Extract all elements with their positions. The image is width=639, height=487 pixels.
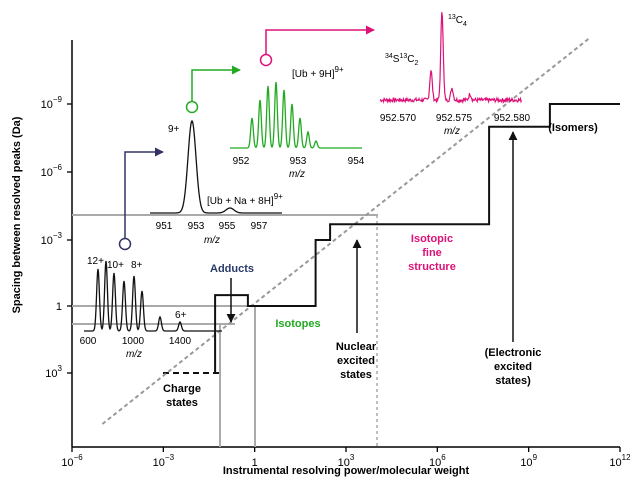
annotation-nuclear-line1: Nuclear [336, 341, 377, 353]
resolution-diagonal-line [101, 37, 591, 425]
x-tick-label-1: 10−3 [153, 453, 175, 469]
y-axis-label: Spacing between resolved peaks (Da) [11, 116, 23, 313]
x-tick-label-5: 109 [520, 453, 537, 469]
fine-structure-spectrum-trace [379, 12, 523, 105]
annotations: Charge states Adducts Isotopes Nuclear e… [163, 122, 598, 409]
y-tick-label-3: 1 [56, 301, 62, 313]
fine-label-13c4: 13C4 [448, 14, 467, 28]
isotope-tick-953: 953 [290, 156, 307, 167]
peak-label-8: 8+ [131, 260, 143, 271]
charge-to-adduct-connector [118, 147, 164, 251]
x-axis-label: Instrumental resolving power/molecular w… [223, 465, 470, 477]
annotation-fine-line1: Isotopic [411, 233, 453, 245]
inset-isotope-spectrum: [Ub + 9H]9+ 952 953 954 m/z [230, 65, 365, 180]
inset-fine-structure-spectrum: 13C4 34S13C2 952.570 952.575 952.580 m/z [379, 12, 531, 137]
isotope-tick-952: 952 [233, 156, 250, 167]
charge-tick-1000: 1000 [122, 336, 145, 347]
annotation-nuclear-line2: excited [337, 355, 375, 367]
inset-adduct-spectrum: 9+ [Ub + Na + 8H]9+ 951 953 955 957 m/z [150, 119, 283, 246]
adduct-spectrum-trace [150, 119, 282, 214]
annotation-adducts: Adducts [210, 263, 254, 275]
isotope-tick-954: 954 [348, 156, 365, 167]
adduct-marker-circle [185, 100, 199, 114]
fine-tick-952575: 952.575 [436, 113, 473, 124]
annotation-charge-line2: states [166, 397, 198, 409]
adduct-tick-953: 953 [188, 221, 205, 232]
annotation-charge-line1: Charge [163, 383, 201, 395]
x-tick-label-0: 10−6 [61, 453, 83, 469]
y-tick-label-0: 10−9 [41, 95, 63, 111]
inset-charge-spectrum: 12+ 10+ 8+ 6+ 600 1000 1400 m/z [80, 256, 222, 360]
charge-tick-1400: 1400 [169, 336, 192, 347]
fine-xlabel: m/z [444, 126, 460, 137]
adduct-annotation: [Ub + Na + 8H]9+ [207, 192, 283, 207]
adduct-to-isotope-connector [185, 65, 241, 114]
adduct-tick-955: 955 [219, 221, 236, 232]
annotation-fine-line2: fine [422, 247, 442, 259]
isotope-marker-circle [259, 53, 273, 67]
peak-label-6: 6+ [175, 310, 187, 321]
x-tick-label-3: 103 [338, 453, 355, 469]
x-axis-ticks: 10−6 10−3 1 103 106 109 1012 [61, 447, 631, 469]
fine-tick-952580: 952.580 [494, 113, 531, 124]
charge-spectrum-trace [84, 260, 222, 332]
x-tick-label-6: 1012 [609, 453, 631, 469]
annotation-isomers: (Isomers) [548, 122, 598, 134]
annotation-isotopes: Isotopes [275, 318, 320, 330]
peak-label-12: 12+ [87, 256, 104, 267]
y-tick-label-4: 103 [45, 364, 62, 380]
charge-xlabel: m/z [126, 349, 142, 360]
y-tick-label-2: 10−3 [41, 231, 63, 247]
annotation-fine-line3: structure [408, 261, 456, 273]
axes [71, 40, 620, 448]
fine-label-34s13c2: 34S13C2 [385, 53, 419, 67]
adduct-xlabel: m/z [204, 235, 220, 246]
y-tick-label-1: 10−6 [41, 163, 63, 179]
x-tick-label-2: 1 [252, 457, 258, 469]
adduct-tick-957: 957 [251, 221, 268, 232]
isotope-xlabel: m/z [289, 169, 305, 180]
charge-tick-600: 600 [80, 336, 97, 347]
x-tick-label-4: 106 [429, 453, 446, 469]
annotation-electronic-line1: (Electronic [485, 347, 542, 359]
peak-label-10: 10+ [107, 260, 124, 271]
fine-tick-952570: 952.570 [380, 113, 417, 124]
annotation-electronic-line2: excited [494, 361, 532, 373]
adduct-peak-label-9: 9+ [168, 124, 180, 135]
y-axis-ticks: 10−9 10−6 10−3 1 103 [41, 95, 72, 380]
annotation-nuclear-line3: states [340, 369, 372, 381]
charge-marker-circle [118, 237, 132, 251]
adduct-tick-951: 951 [156, 221, 173, 232]
guide-lines [72, 214, 378, 447]
annotation-electronic-line3: states) [495, 375, 531, 387]
isotope-to-fine-connector [259, 25, 375, 67]
isotope-spectrum-trace [230, 81, 362, 149]
isotope-annotation: [Ub + 9H]9+ [292, 65, 344, 80]
resolution-step-line [214, 103, 620, 373]
